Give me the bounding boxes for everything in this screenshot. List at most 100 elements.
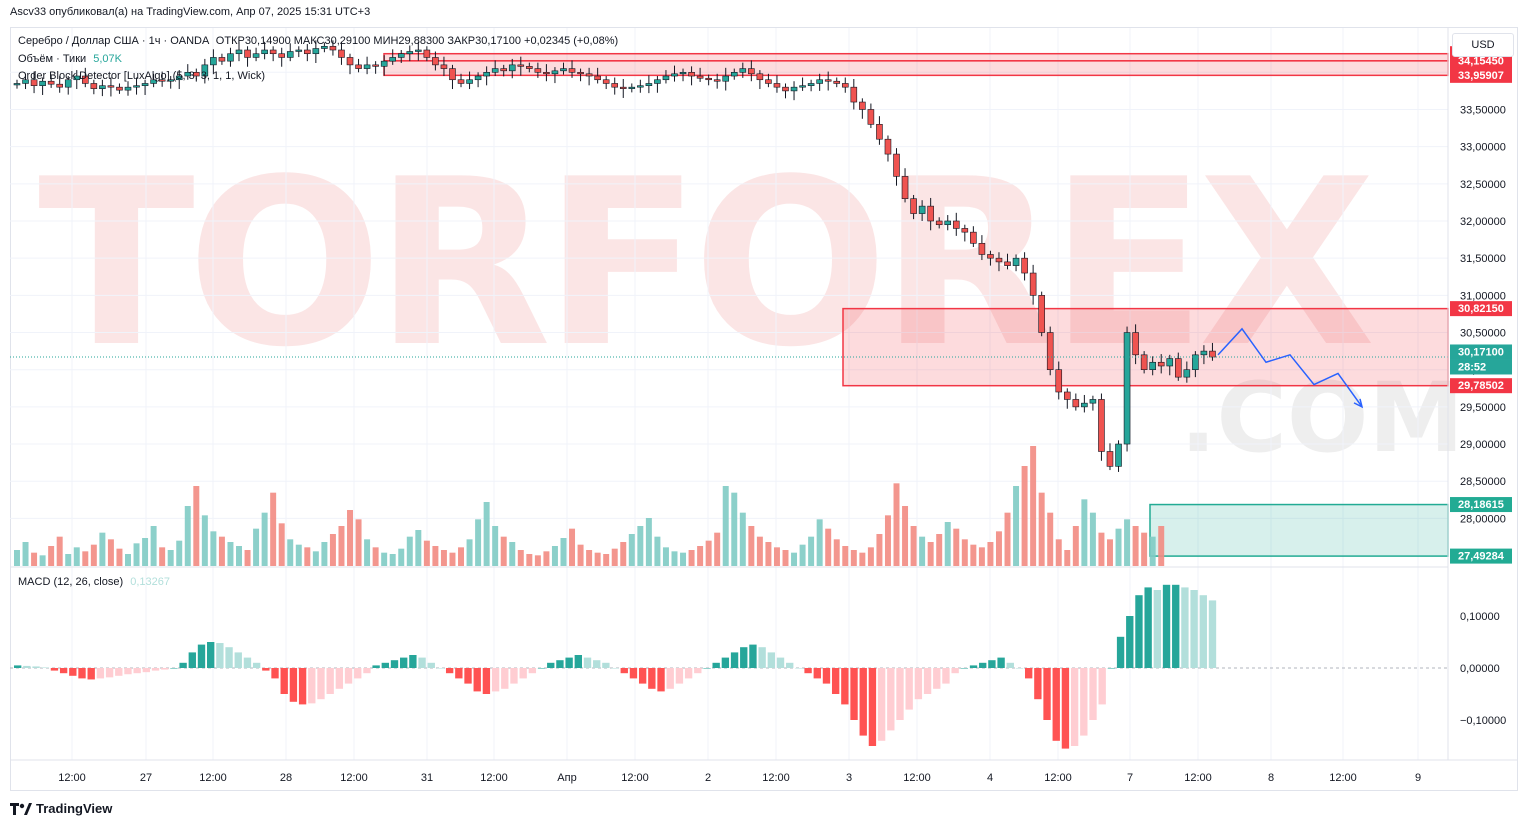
legend-macd[interactable]: MACD (12, 26, close) 0,13267 — [18, 576, 170, 588]
macd-bar — [620, 668, 628, 674]
candle-body — [782, 86, 789, 92]
candle-body — [90, 83, 98, 89]
macd-bar — [896, 668, 904, 720]
macd-bar — [1135, 595, 1143, 668]
time-tick-label: 9 — [1415, 772, 1421, 784]
macd-bar — [1052, 668, 1060, 741]
volume-bar — [483, 502, 490, 566]
candle-body — [671, 73, 678, 77]
volume-bar — [569, 528, 576, 566]
time-tick-label: 12:00 — [903, 772, 931, 784]
volume-bar — [406, 536, 413, 566]
watermark-main: TORFOREX — [38, 131, 1376, 398]
candle-body — [175, 75, 183, 81]
volume-bar — [603, 554, 610, 566]
price-tick-label: 33,50000 — [1460, 104, 1506, 116]
candle-body — [645, 83, 653, 86]
price-tick-label: 28,00000 — [1460, 513, 1506, 525]
volume-bar — [611, 548, 618, 566]
macd-bar — [850, 668, 858, 720]
candle-body — [99, 85, 106, 89]
macd-tick-label: 0,10000 — [1460, 611, 1500, 623]
volume-bar — [218, 536, 225, 566]
macd-bar — [923, 668, 932, 694]
volume-bar — [961, 539, 968, 566]
volume-bar — [902, 506, 909, 566]
candle-body — [594, 75, 601, 81]
candle-body — [722, 75, 730, 82]
candle-body — [184, 72, 192, 77]
volume-bar — [927, 542, 934, 566]
candle-body — [910, 198, 917, 214]
volume-bar — [731, 492, 738, 566]
volume-bar — [167, 550, 174, 566]
macd-bar — [1144, 587, 1152, 668]
macd-bar — [280, 668, 288, 694]
macd-bar — [170, 668, 178, 669]
macd-bar — [730, 652, 739, 668]
macd-bar — [69, 668, 77, 676]
volume-bar — [842, 546, 849, 566]
candle-body — [662, 75, 670, 81]
macd-bar — [400, 657, 408, 668]
macd-tick-label: 0,00000 — [1460, 663, 1500, 675]
macd-bar — [1080, 668, 1088, 736]
price-axis-label: 30,82150 — [1458, 303, 1504, 315]
candle-body — [987, 254, 994, 259]
tradingview-logo[interactable]: TradingView — [10, 801, 112, 816]
volume-bar — [381, 552, 388, 566]
macd-bar — [960, 668, 969, 669]
candle-body — [397, 53, 405, 58]
volume-bar — [56, 536, 63, 566]
candle-body — [244, 49, 251, 58]
price-axis-label-bg — [1450, 67, 1512, 83]
legend-symbol[interactable]: Серебро / Доллар США · 1ч · OANDA ОТКР30… — [18, 35, 618, 47]
volume-bar — [978, 547, 985, 566]
macd-bar — [969, 665, 978, 668]
volume-bar — [210, 531, 217, 566]
candle-body — [210, 57, 217, 66]
volume-bar — [867, 547, 874, 566]
candle-body — [1063, 391, 1071, 400]
volume-bar — [1089, 512, 1096, 566]
time-tick-label: 12:00 — [621, 772, 649, 784]
price-axis-label-bg — [1450, 344, 1512, 360]
candle-body — [1166, 358, 1174, 367]
macd-bar — [197, 644, 206, 668]
legend-order-block[interactable]: Order Block Detector [LuxAlgo] (5, 3, 3,… — [18, 70, 265, 82]
volume-bar — [1021, 466, 1028, 566]
candle-body — [748, 68, 755, 75]
candle-body — [252, 53, 260, 58]
candle-body — [713, 79, 721, 82]
macd-bar — [841, 668, 849, 705]
volume-bar — [910, 526, 917, 566]
candle-body — [577, 72, 584, 75]
candle-body — [756, 73, 764, 81]
macd-bar — [262, 668, 270, 671]
macd-bar — [684, 668, 693, 679]
macd-bar — [1126, 616, 1134, 668]
candle-body — [457, 79, 465, 84]
symbol-title: Серебро / Доллар США · 1ч · OANDA — [18, 35, 209, 47]
volume-bar — [278, 523, 285, 566]
macd-bar — [758, 647, 766, 668]
candle-body — [790, 86, 798, 92]
legend-volume[interactable]: Объём · Тики 5,07K — [18, 53, 122, 65]
macd-bar — [868, 668, 877, 746]
currency-button[interactable]: USD — [1452, 33, 1514, 57]
candle-body — [286, 51, 294, 58]
macd-bar — [14, 665, 22, 668]
macd-bar — [1190, 590, 1198, 668]
volume-bar — [637, 526, 644, 566]
volume-label: Объём · Тики — [18, 53, 87, 65]
candle-body — [679, 72, 687, 75]
macd-bar — [271, 668, 279, 679]
volume-bar — [159, 547, 166, 566]
candle-body — [107, 85, 115, 88]
volume-bar — [1132, 526, 1139, 566]
volume-bar — [244, 550, 251, 566]
volume-value: 5,07K — [93, 53, 122, 65]
price-tick-label: 28,50000 — [1460, 476, 1506, 488]
macd-bar — [78, 668, 86, 679]
